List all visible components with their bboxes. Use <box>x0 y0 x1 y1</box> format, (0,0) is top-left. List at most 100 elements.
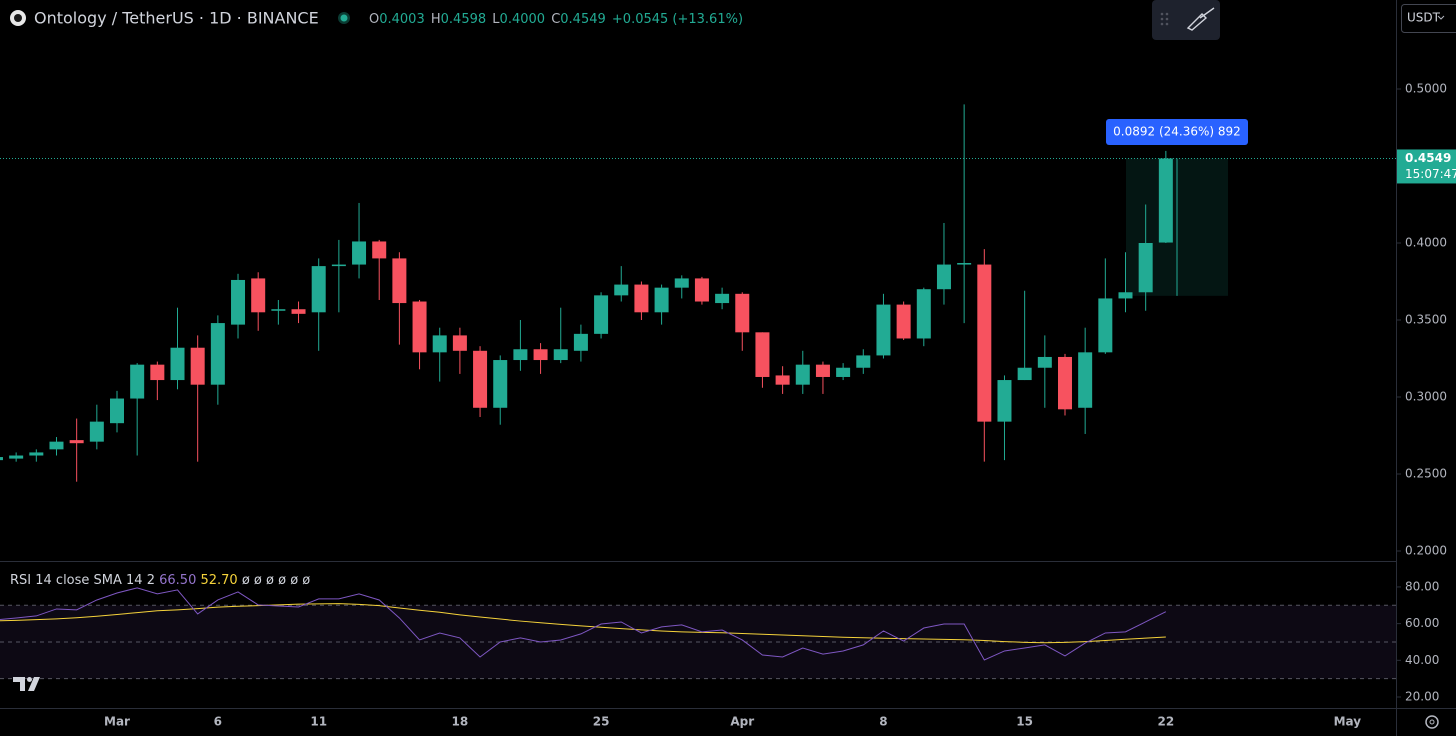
candle-body <box>614 284 629 296</box>
x-tick-label: 6 <box>214 715 222 729</box>
x-tick-label: 8 <box>879 715 887 729</box>
candle-body <box>69 440 84 444</box>
candle-body <box>150 364 165 381</box>
candle-body <box>573 333 588 351</box>
ohlc-legend: O0.4003 H0.4598 L0.4000 C0.4549 +0.0545 … <box>369 12 743 27</box>
x-tick-label: 22 <box>1157 715 1174 729</box>
ohlc-value: 0.4549 <box>560 12 606 27</box>
candle-body <box>977 264 992 422</box>
candle-body <box>997 380 1012 422</box>
x-tick-label: May <box>1334 715 1362 729</box>
ohlc-value: 0.4003 <box>379 12 425 27</box>
candle-body <box>957 263 972 265</box>
candle-body <box>775 375 790 385</box>
y-tick-label: 0.3500 <box>1405 312 1447 326</box>
candle-body <box>493 360 508 408</box>
ohlc-key: C <box>551 12 560 27</box>
y-tick-label: 80.00 <box>1405 579 1439 593</box>
candle-body <box>130 364 145 399</box>
rsi-value: 66.50 <box>159 573 196 588</box>
candle-body <box>210 323 225 385</box>
currency-caret <box>1437 15 1445 20</box>
countdown: 15:07:47 <box>1405 167 1456 181</box>
currency-label[interactable]: USDT <box>1407 11 1441 25</box>
change: +0.0545 (+13.61%) <box>612 12 743 27</box>
x-tick-label: 15 <box>1016 715 1033 729</box>
candle-body <box>291 309 306 314</box>
x-tick-label: 11 <box>310 715 327 729</box>
candle-body <box>1017 367 1032 381</box>
ohlc-key: L <box>492 12 500 27</box>
rsi-label: RSI 14 close SMA 14 2 <box>10 573 155 588</box>
candle-body <box>594 295 609 334</box>
ohlc-value: 0.4000 <box>500 12 546 27</box>
x-tick-label: 25 <box>593 715 610 729</box>
settings-button[interactable] <box>1425 715 1439 729</box>
candle-body <box>49 441 64 450</box>
symbol-logo-inner <box>14 14 22 22</box>
brand-logo-dot <box>27 677 32 682</box>
candle-body <box>795 364 810 385</box>
candle-body <box>311 266 326 313</box>
rsi-legend: RSI 14 close SMA 14 2 66.50 52.70 ø ø ø … <box>10 573 310 588</box>
last-price-label: 0.4549 <box>1405 151 1451 165</box>
candle-body <box>1078 352 1093 408</box>
candle-body <box>29 452 44 456</box>
y-tick-label: 0.4000 <box>1405 236 1447 250</box>
candle-body <box>916 289 931 339</box>
candle-body <box>654 287 669 313</box>
candle-body <box>452 335 467 351</box>
candle-body <box>936 264 951 290</box>
candle-body <box>1158 158 1173 243</box>
candle-body <box>1057 356 1072 410</box>
candle-body <box>352 241 367 265</box>
x-tick-label: Apr <box>730 715 754 729</box>
y-tick-label: 40.00 <box>1405 653 1439 667</box>
status-dot <box>340 14 348 22</box>
candle-body <box>735 293 750 333</box>
rsi-line <box>0 587 1167 661</box>
candle-body <box>715 293 730 304</box>
candle-body <box>513 349 528 361</box>
candle-body <box>755 332 770 377</box>
y-tick-label: 0.2000 <box>1405 543 1447 557</box>
brand-logo[interactable] <box>13 677 40 691</box>
candle-body <box>533 349 548 361</box>
candle-body <box>815 364 830 377</box>
brush-tool[interactable] <box>1186 7 1215 31</box>
symbol-title[interactable]: Ontology / TetherUS · 1D · BINANCE <box>34 9 319 28</box>
x-tick-label: 18 <box>452 715 469 729</box>
candle-body <box>876 304 891 356</box>
candle-body <box>190 347 205 385</box>
candle-body <box>0 457 3 461</box>
candle-body <box>1037 356 1052 368</box>
y-tick-label: 0.3000 <box>1405 389 1447 403</box>
settings-button-core <box>1429 719 1435 725</box>
drag-handle[interactable] <box>1160 12 1169 26</box>
candle-body <box>251 278 266 313</box>
candle-body <box>432 335 447 353</box>
currency-select[interactable] <box>1401 4 1456 33</box>
candle-body <box>634 284 649 313</box>
drawing-toolbar <box>1152 0 1220 40</box>
y-tick-label: 20.00 <box>1405 689 1439 703</box>
candle-body <box>674 278 689 288</box>
y-tick-label: 60.00 <box>1405 616 1439 630</box>
candle-body <box>836 367 851 377</box>
last-price-tag <box>1397 149 1456 184</box>
y-tick-label: 0.5000 <box>1405 82 1447 96</box>
rsi-sma-line <box>0 603 1166 644</box>
candle-body <box>473 350 488 408</box>
ohlc-key: H <box>431 12 441 27</box>
candle-body <box>9 455 24 459</box>
ohlc-key: O <box>369 12 379 27</box>
rsi-placeholders: ø ø ø ø ø ø <box>242 573 310 588</box>
candle-body <box>1138 243 1153 293</box>
measure-label: 0.0892 (24.36%) 892 <box>1113 125 1241 139</box>
candle-body <box>1098 298 1113 353</box>
candle-body <box>89 421 104 442</box>
candle-body <box>412 301 427 353</box>
candle-body <box>856 355 871 368</box>
